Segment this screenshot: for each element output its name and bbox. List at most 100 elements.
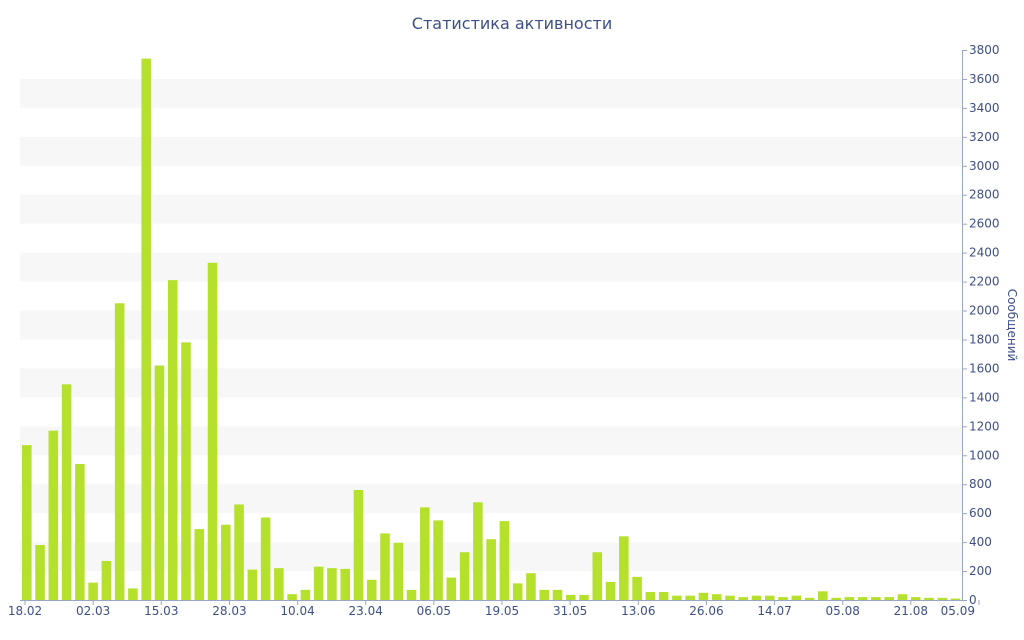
x-tick-labels: 18.02 02.03 15.03 28.03 10.04 23.04 06.05 19.05…: [8, 604, 975, 618]
bar: [950, 598, 961, 600]
bar: [260, 517, 271, 600]
y-tick-label: 1400: [969, 390, 1000, 404]
bar: [366, 579, 377, 600]
bar: [698, 592, 709, 600]
x-tick-label: 23.04: [349, 604, 383, 618]
y-tick-label: 3000: [969, 159, 1000, 173]
x-tick-label: 14.07: [757, 604, 791, 618]
bar: [48, 430, 59, 600]
bar: [234, 504, 244, 600]
bar: [499, 521, 510, 600]
bar: [791, 595, 802, 600]
bar: [831, 597, 841, 600]
y-tick-label: 2000: [969, 304, 1000, 318]
bar: [512, 583, 523, 600]
bar: [433, 520, 443, 600]
y-tick-label: 2800: [969, 188, 1000, 202]
bar: [35, 545, 45, 600]
bar: [473, 502, 483, 600]
bar: [751, 595, 762, 600]
grid-band: [20, 78, 962, 108]
bar: [300, 589, 311, 600]
grid-band: [20, 252, 962, 282]
y-tick-label: 1600: [969, 361, 1000, 375]
bar: [420, 507, 430, 600]
bar: [579, 594, 589, 600]
y-tick-label: 3200: [969, 130, 1000, 144]
y-tick-label: 3800: [969, 43, 1000, 57]
bar: [725, 595, 735, 600]
bar: [884, 597, 894, 600]
x-tick-label: 10.04: [280, 604, 314, 618]
y-tick-label: 2200: [969, 275, 1000, 289]
y-tick-label: 600: [969, 506, 992, 520]
y-tick-label: 0: [969, 593, 977, 607]
bar: [61, 384, 72, 600]
x-tick-label: 26.06: [689, 604, 723, 618]
y-tick-label: 1800: [969, 332, 1000, 346]
bar: [937, 597, 948, 600]
bar: [393, 542, 404, 600]
y-tick-label: 3600: [969, 72, 1000, 86]
bar: [552, 589, 563, 600]
y-axis-label: Сообщений: [1005, 289, 1019, 362]
x-tick-label: 05.09: [941, 604, 975, 618]
bar: [181, 342, 191, 600]
x-tick-label: 13.06: [621, 604, 655, 618]
bar: [313, 566, 324, 600]
bar: [592, 552, 603, 600]
bar: [526, 573, 536, 600]
y-tick-label: 3400: [969, 101, 1000, 115]
y-tick-label: 2600: [969, 217, 1000, 231]
bar: [327, 568, 337, 600]
bar: [844, 597, 855, 600]
bar: [22, 445, 32, 600]
x-tick-label: 02.03: [76, 604, 110, 618]
bar: [672, 595, 682, 600]
bar: [910, 597, 921, 600]
bar: [194, 529, 205, 600]
bar: [167, 280, 178, 600]
bar: [897, 594, 908, 600]
bar: [459, 552, 470, 600]
y-tick-label: 200: [969, 564, 992, 578]
bar: [778, 597, 788, 600]
bar: [353, 490, 364, 600]
bar: [446, 577, 457, 600]
bar: [565, 594, 576, 600]
y-tick-labels: 0 200 400 600 800 1000 1200 1400 1600 1800 2000 220…: [969, 43, 1000, 607]
bar: [287, 594, 297, 600]
bar: [658, 592, 669, 600]
bar: [154, 365, 165, 600]
x-tick-label: 31.05: [553, 604, 587, 618]
bar: [857, 597, 868, 600]
bar: [114, 303, 125, 600]
y-tick-label: 800: [969, 477, 992, 491]
y-tick-label: 400: [969, 535, 992, 549]
bar: [924, 597, 934, 600]
bar: [619, 536, 629, 600]
bar: [274, 568, 284, 600]
bar: [340, 568, 350, 600]
x-tick-label: 28.03: [212, 604, 246, 618]
bar: [380, 533, 390, 600]
bar: [818, 591, 828, 600]
bar: [605, 581, 616, 600]
bar: [871, 597, 881, 600]
bar: [486, 539, 496, 600]
x-tick-label: 19.05: [485, 604, 519, 618]
bar: [207, 262, 218, 600]
bar: [539, 589, 549, 600]
bar: [711, 594, 722, 600]
bar: [764, 595, 775, 600]
chart-title: Статистика активности: [411, 14, 613, 33]
x-tick-label: 18.02: [8, 604, 42, 618]
x-tick-label: 15.03: [144, 604, 178, 618]
bar: [406, 589, 417, 600]
bar: [247, 569, 258, 600]
y-tick-label: 1200: [969, 419, 1000, 433]
axes: [20, 50, 980, 605]
bar: [128, 588, 138, 600]
bar: [221, 524, 231, 600]
